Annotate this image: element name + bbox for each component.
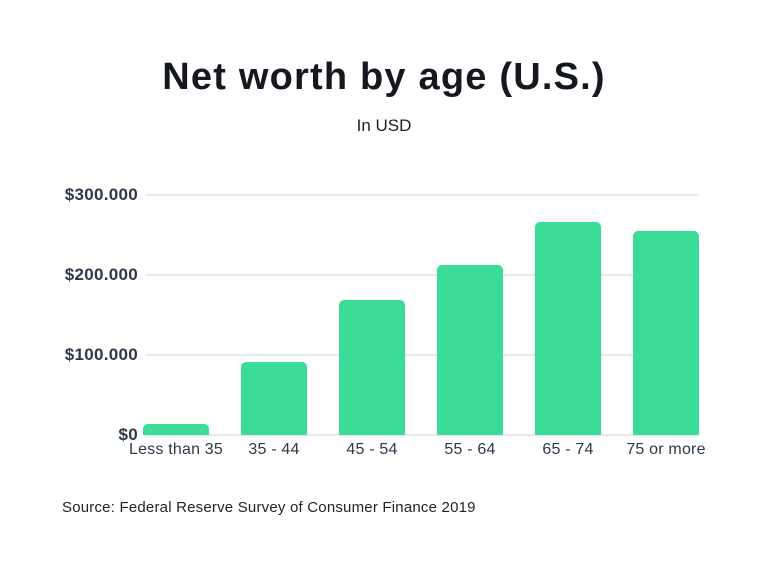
bar-65-74 xyxy=(535,222,601,435)
bar-55-64 xyxy=(437,265,503,435)
y-axis: $0 $100.000 $200.000 $300.000 xyxy=(0,185,138,444)
gridline xyxy=(145,194,699,196)
y-axis-tick-label: $100.000 xyxy=(64,345,138,364)
x-axis-tick-label: 75 or more xyxy=(626,441,706,458)
x-axis-tick-label: 35 - 44 xyxy=(248,441,300,458)
bar-45-54 xyxy=(339,300,405,435)
y-axis-tick-label: $200.000 xyxy=(64,265,138,284)
gridline xyxy=(145,434,699,436)
y-axis-tick-label: $0 xyxy=(118,425,138,444)
x-axis-tick-label: 55 - 64 xyxy=(444,441,496,458)
chart-title: Net worth by age (U.S.) xyxy=(162,56,606,98)
bar-75-or-more xyxy=(633,231,699,435)
gridline xyxy=(145,274,699,276)
bar-35-44 xyxy=(241,362,307,435)
source-note: Source: Federal Reserve Survey of Consum… xyxy=(62,499,476,516)
x-axis-tick-label: Less than 35 xyxy=(128,441,224,458)
x-axis-tick-label: 45 - 54 xyxy=(346,441,398,458)
bar-chart-plot-area xyxy=(143,194,699,436)
y-axis-tick-label: $300.000 xyxy=(64,185,138,204)
chart-subtitle: In USD xyxy=(356,116,412,135)
x-axis-tick-label: 65 - 74 xyxy=(542,441,594,458)
gridline xyxy=(145,354,699,356)
x-axis: Less than 35 35 - 44 45 - 54 55 - 64 65 - 74… xyxy=(129,441,706,463)
bar-less-than-35 xyxy=(143,424,209,435)
